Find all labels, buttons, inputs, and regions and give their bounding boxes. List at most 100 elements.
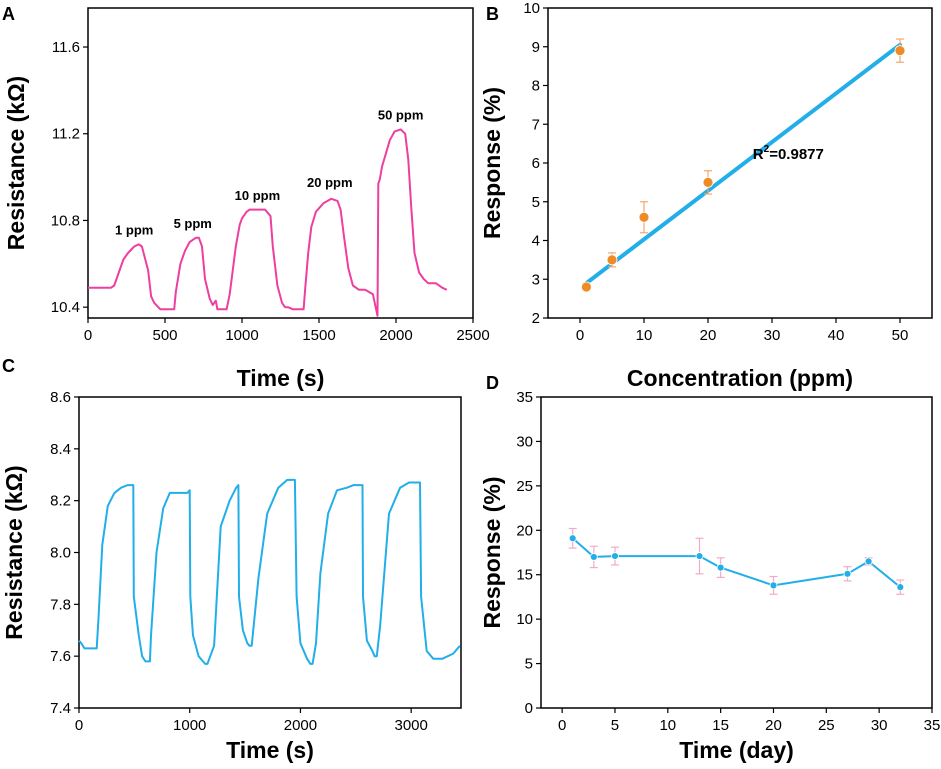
panel-a: A 0 500 1000 1500 2000 2500 10.4 10.8 11.2 11.6 Tim…: [2, 4, 490, 391]
x-tick-label: 40: [828, 327, 845, 344]
peak-annotation: 50 ppm: [378, 108, 424, 123]
x-tick-label: 10: [636, 327, 653, 344]
panel-letter: A: [2, 4, 15, 24]
data-point: [702, 176, 714, 188]
x-tick-label: 20: [700, 327, 717, 344]
y-tick-label: 35: [516, 389, 533, 406]
r2-superscript: 2: [764, 144, 770, 155]
y-axis-title: Response (%): [479, 87, 505, 239]
x-tick-label: 0: [75, 717, 83, 734]
x-tick-label: 2500: [456, 327, 489, 344]
y-tick-label: 11.2: [52, 126, 80, 143]
x-tick-label: 0: [558, 717, 566, 734]
data-point: [864, 557, 873, 566]
x-tick-label: 2000: [284, 717, 317, 734]
series-line: [572, 537, 901, 588]
x-tick-label: 25: [818, 717, 835, 734]
fit-line: [584, 42, 902, 286]
x-axis-title: Concentration (ppm): [627, 365, 853, 391]
x-tick-label: 10: [659, 717, 676, 734]
x-tick-label: 35: [924, 717, 941, 734]
x-axis-title: Time (day): [679, 737, 794, 763]
peak-annotation: 5 ppm: [174, 216, 212, 231]
x-tick-label: 0: [84, 327, 92, 344]
y-tick-label: 8.6: [50, 389, 71, 406]
x-tick-label: 1000: [225, 327, 258, 344]
x-axis-title: Time (s): [237, 365, 325, 391]
panel-d: D 0 5 10 15 20 25 30 35 0 5 10 15 20 25 30 35 Time (day) R…: [479, 373, 940, 763]
plot-frame: [540, 396, 933, 709]
data-point: [606, 254, 618, 266]
y-tick-label: 7.4: [50, 700, 71, 717]
plot-frame: [547, 7, 933, 319]
peak-annotation: 10 ppm: [235, 188, 281, 203]
series-line: [78, 478, 461, 665]
y-tick-label: 2: [532, 310, 540, 327]
x-tick-label: 500: [152, 327, 177, 344]
panel-letter: B: [486, 4, 499, 24]
x-tick-label: 3000: [394, 717, 427, 734]
x-tick-label: 50: [892, 327, 909, 344]
r2-prefix: R: [753, 146, 764, 163]
data-point: [611, 552, 619, 560]
x-tick-label: 5: [611, 717, 619, 734]
plot-frame: [87, 7, 474, 319]
data-point: [843, 569, 852, 578]
y-tick-label: 10: [516, 611, 533, 628]
y-tick-label: 10.4: [51, 299, 80, 316]
data-point: [581, 281, 592, 293]
panel-letter: C: [2, 356, 15, 376]
r2-value: =0.9877: [769, 146, 824, 163]
y-tick-label: 8.2: [50, 493, 71, 510]
series-line: [88, 128, 448, 317]
y-tick-label: 8.0: [50, 545, 71, 562]
panel-c: C 0 1000 2000 3000 7.4 7.6 7.8 8.0 8.2 8.4 8.6 Time …: [1, 356, 462, 763]
x-tick-label: 1500: [302, 327, 335, 344]
y-tick-label: 6: [532, 155, 540, 172]
plot-frame: [78, 396, 462, 709]
data-point: [568, 534, 577, 543]
panel-letter: D: [486, 373, 499, 393]
data-point: [695, 552, 704, 560]
y-tick-label: 7: [532, 116, 540, 133]
data-point: [589, 553, 598, 561]
y-tick-label: 7.6: [50, 648, 71, 665]
data-point: [716, 563, 725, 572]
x-tick-label: 2000: [379, 327, 412, 344]
y-tick-label: 10: [523, 0, 540, 17]
y-tick-label: 5: [532, 194, 540, 211]
data-point: [769, 581, 778, 590]
x-tick-label: 20: [765, 717, 782, 734]
x-tick-label: 0: [576, 327, 584, 344]
x-tick-label: 30: [871, 717, 888, 734]
y-axis-title: Response (%): [479, 476, 505, 628]
x-tick-label: 1000: [173, 717, 206, 734]
peak-annotation: 20 ppm: [307, 175, 353, 190]
y-tick-label: 30: [516, 433, 533, 450]
y-tick-label: 9: [532, 39, 540, 56]
y-tick-label: 8.4: [50, 441, 71, 458]
y-tick-label: 8: [532, 78, 540, 95]
data-point: [638, 211, 650, 223]
y-tick-label: 11.6: [52, 39, 80, 56]
y-tick-label: 10.8: [51, 212, 80, 229]
x-tick-label: 30: [764, 327, 781, 344]
data-point: [896, 583, 905, 592]
y-tick-label: 20: [516, 522, 533, 539]
y-tick-label: 5: [525, 656, 533, 673]
y-tick-label: 15: [516, 567, 533, 584]
x-axis-title: Time (s): [226, 737, 314, 763]
y-tick-label: 0: [525, 700, 533, 717]
y-tick-label: 25: [516, 478, 533, 495]
data-point: [894, 45, 906, 57]
x-tick-label: 15: [712, 717, 729, 734]
y-tick-label: 3: [532, 271, 540, 288]
y-axis-title: Resistance (kΩ): [3, 76, 29, 250]
y-tick-label: 7.8: [50, 596, 71, 613]
peak-annotation: 1 ppm: [115, 223, 153, 238]
y-tick-label: 4: [532, 233, 540, 250]
y-axis-title: Resistance (kΩ): [1, 465, 27, 639]
panel-b: B 0 10 20 30 40 50 2 3 4 5 6 7 8 9 10 Concentration (ppm…: [479, 0, 933, 391]
r-squared-label: R2=0.9877: [753, 144, 824, 163]
